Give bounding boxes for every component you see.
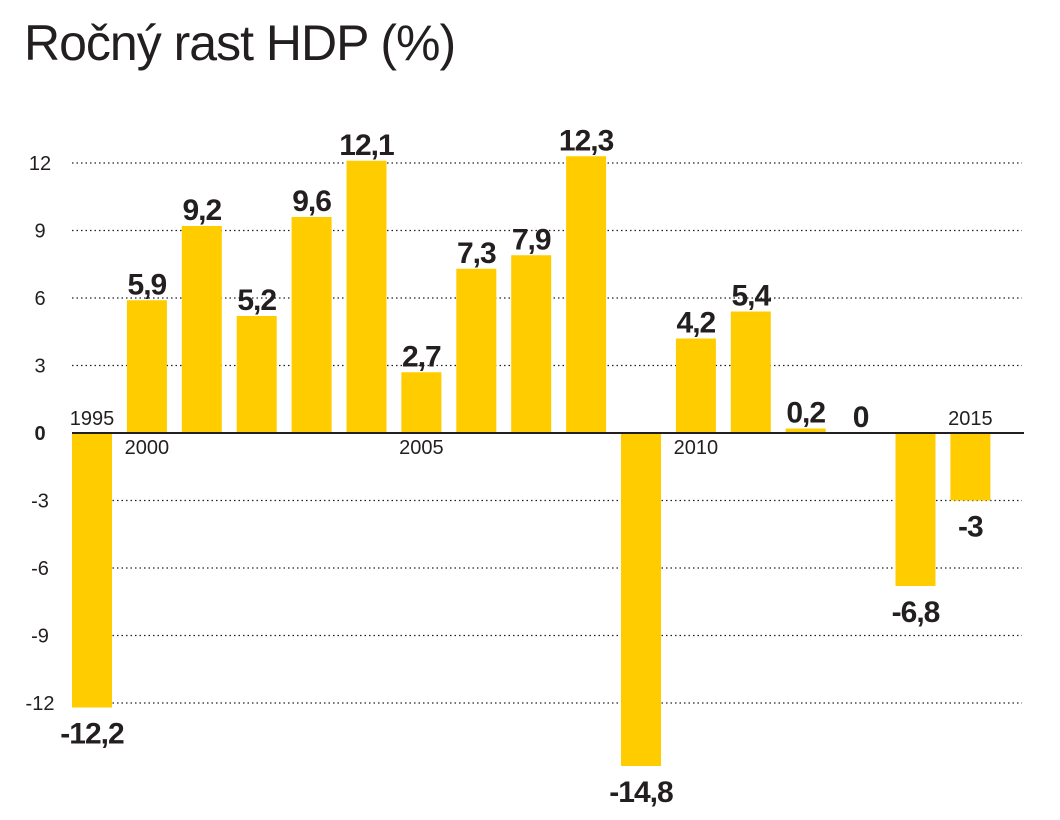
- y-tick-label: -3: [31, 491, 49, 513]
- value-label-2007: 5,4: [731, 280, 771, 313]
- value-label-2004: 12,3: [559, 124, 614, 157]
- bar-1997: [181, 226, 222, 433]
- value-label-2008: 0,2: [786, 397, 825, 430]
- y-tick-label: -9: [31, 626, 49, 648]
- bar-2006: [675, 338, 716, 433]
- x-tick-label-2015: 2015: [948, 408, 993, 430]
- value-label-2011: -3: [958, 511, 983, 544]
- bar-2005: [621, 433, 661, 766]
- value-label-2001: 2,7: [402, 340, 441, 373]
- y-tick-label: -12: [26, 693, 55, 715]
- bar-2000: [346, 160, 387, 433]
- value-label-1999: 9,6: [292, 185, 331, 218]
- y-tick-label: 0: [34, 423, 45, 445]
- value-label-2000: 12,1: [339, 129, 394, 162]
- bar-2001: [401, 372, 442, 433]
- value-label-2010: -6,8: [892, 596, 940, 629]
- value-label-1996: 5,9: [128, 268, 167, 301]
- grid-layer: [72, 162, 1022, 704]
- y-tick-label: 3: [34, 356, 45, 378]
- bar-2004: [566, 156, 607, 433]
- bar-1995: [72, 433, 112, 708]
- value-label-2005: -14,8: [609, 776, 673, 809]
- bar-1996: [126, 300, 167, 433]
- chart-title: Ročný rast HDP (%): [24, 15, 456, 71]
- bar-2010: [895, 433, 936, 586]
- value-label-2003: 7,9: [512, 223, 551, 256]
- label-layer: 12 9 6 3 0 -3 -6 -9 -12-12,2 5,9 9,2 5,2 9,612,1 2,7 7…: [26, 124, 993, 809]
- y-tick-label: -6: [31, 558, 49, 580]
- y-tick-label: 12: [29, 153, 51, 175]
- y-tick-label: 9: [34, 221, 45, 243]
- value-label-2009: 0: [853, 401, 869, 434]
- value-label-1998: 5,2: [237, 284, 276, 317]
- bar-2008: [785, 428, 826, 433]
- bar-1998: [236, 316, 277, 433]
- bar-2011: [950, 433, 991, 501]
- x-tick-label-1995: 1995: [70, 408, 115, 430]
- y-tick-label: 6: [34, 288, 45, 310]
- value-label-2002: 7,3: [457, 237, 496, 270]
- bar-layer: [72, 156, 991, 766]
- value-label-1995: -12,2: [60, 718, 124, 751]
- value-label-2006: 4,2: [677, 307, 716, 340]
- bar-1999: [291, 217, 332, 433]
- value-label-1997: 9,2: [182, 194, 221, 227]
- bar-2003: [511, 255, 552, 433]
- x-tick-label-2005: 2005: [399, 437, 444, 459]
- bar-2002: [456, 268, 497, 433]
- x-tick-label-2000: 2000: [125, 437, 170, 459]
- bar-2007: [730, 311, 771, 433]
- x-tick-label-2010: 2010: [674, 437, 719, 459]
